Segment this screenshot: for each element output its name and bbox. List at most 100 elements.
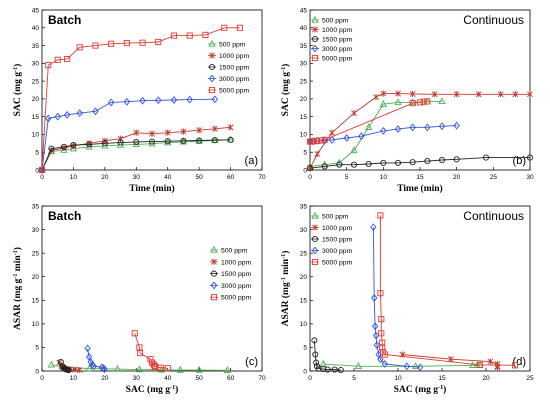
x-tick-label: 0 — [308, 375, 312, 382]
panel-title: Continuous — [463, 209, 524, 223]
data-point — [123, 97, 131, 106]
data-point — [72, 366, 78, 373]
panel-label: (d) — [513, 356, 526, 368]
y-axis-label: ASAR (mg g-1 min-1) — [12, 247, 23, 330]
legend-entry: 3000 ppm — [311, 246, 353, 255]
data-point — [221, 24, 228, 31]
legend-marker — [311, 54, 319, 62]
data-point — [320, 366, 327, 373]
series-1500-ppm — [306, 154, 534, 172]
data-point — [164, 129, 171, 136]
legend-entry: 500 ppm — [311, 211, 349, 221]
y-tick-label: 35 — [300, 203, 308, 210]
legend-marker — [210, 281, 218, 290]
series-line — [379, 215, 516, 366]
data-point — [350, 146, 358, 154]
data-point — [87, 358, 94, 366]
data-point — [54, 56, 61, 63]
y-tick-label: 30 — [300, 227, 308, 234]
data-point — [76, 366, 83, 374]
series-5000-ppm — [306, 98, 431, 145]
x-tick-label: 70 — [258, 375, 266, 382]
x-tick-label: 20 — [101, 174, 109, 181]
panel-label: (c) — [245, 356, 258, 368]
data-point — [310, 138, 317, 145]
legend-marker — [311, 258, 319, 266]
data-point — [186, 95, 193, 104]
data-point — [108, 40, 115, 47]
data-point — [157, 365, 166, 373]
x-tick-label: 0 — [40, 375, 44, 382]
legend-label: 1000 ppm — [322, 225, 353, 232]
y-tick-label: 45 — [300, 7, 308, 14]
data-point — [139, 96, 146, 105]
legend-marker — [312, 26, 318, 33]
series-1500-ppm — [57, 358, 72, 374]
x-tick-label: 30 — [133, 174, 141, 181]
series-500-ppm — [306, 97, 446, 170]
data-point — [416, 99, 424, 106]
data-point — [164, 365, 171, 372]
data-point — [92, 42, 99, 49]
data-point — [380, 159, 387, 166]
series-line — [309, 93, 530, 169]
y-tick-label: 10 — [32, 132, 40, 139]
data-point — [176, 365, 184, 373]
data-point — [337, 367, 344, 374]
panel-title: Batch — [48, 209, 81, 223]
data-point — [438, 156, 446, 164]
x-tick-label: 50 — [196, 375, 204, 382]
data-point — [131, 330, 138, 337]
data-point — [409, 159, 416, 166]
legend-label: 1500 ppm — [221, 271, 252, 278]
data-point — [69, 144, 78, 152]
legend-entry: 3000 ppm — [208, 74, 250, 83]
y-tick-label: 30 — [32, 61, 40, 68]
y-axis-label: SAC (mg g-1) — [12, 64, 23, 117]
data-point — [409, 90, 416, 98]
legend-label: 500 ppm — [221, 248, 248, 255]
legend-marker — [210, 270, 218, 277]
legend-marker — [312, 224, 318, 231]
data-point — [394, 125, 402, 134]
legend-label: 5000 ppm — [322, 260, 353, 267]
series-1000-ppm — [39, 124, 234, 174]
y-tick-label: 15 — [32, 114, 40, 121]
data-point — [227, 136, 234, 143]
data-point — [113, 364, 122, 372]
legend-marker — [210, 245, 218, 253]
legend-label: 500 ppm — [322, 18, 349, 25]
data-point — [170, 96, 178, 104]
y-tick-label: 5 — [303, 150, 307, 157]
data-point — [431, 91, 438, 98]
data-point — [70, 142, 77, 149]
legend-label: 5000 ppm — [322, 56, 353, 63]
legend-marker — [311, 15, 319, 23]
series-500-ppm — [319, 359, 484, 369]
panel-title: Continuous — [463, 13, 524, 27]
data-point — [380, 90, 387, 97]
data-point — [86, 141, 93, 148]
data-point — [317, 137, 325, 144]
data-point — [329, 129, 335, 136]
data-point — [358, 132, 365, 141]
data-point — [90, 362, 98, 371]
legend-label: 1500 ppm — [322, 237, 353, 244]
data-point — [321, 163, 328, 170]
x-tick-label: 70 — [258, 174, 266, 181]
legend-label: 1000 ppm — [219, 53, 250, 60]
y-tick-label: 20 — [32, 96, 40, 103]
data-point — [424, 98, 431, 105]
panel-b-continuous-sac-vs-time: 0 5 10 15 20 25 30 0 5 10 15 20 25 30 35 40 45 Time (min)… — [280, 7, 534, 194]
data-point — [60, 143, 68, 150]
data-point — [411, 362, 420, 369]
data-point — [157, 364, 164, 371]
data-point — [85, 364, 93, 372]
data-point — [321, 136, 328, 143]
legend-entry: 5000 ppm — [311, 258, 353, 267]
data-point — [148, 139, 156, 147]
data-point — [370, 223, 377, 232]
data-point — [195, 365, 203, 373]
x-tick-label: 60 — [227, 174, 235, 181]
data-point — [314, 150, 321, 158]
